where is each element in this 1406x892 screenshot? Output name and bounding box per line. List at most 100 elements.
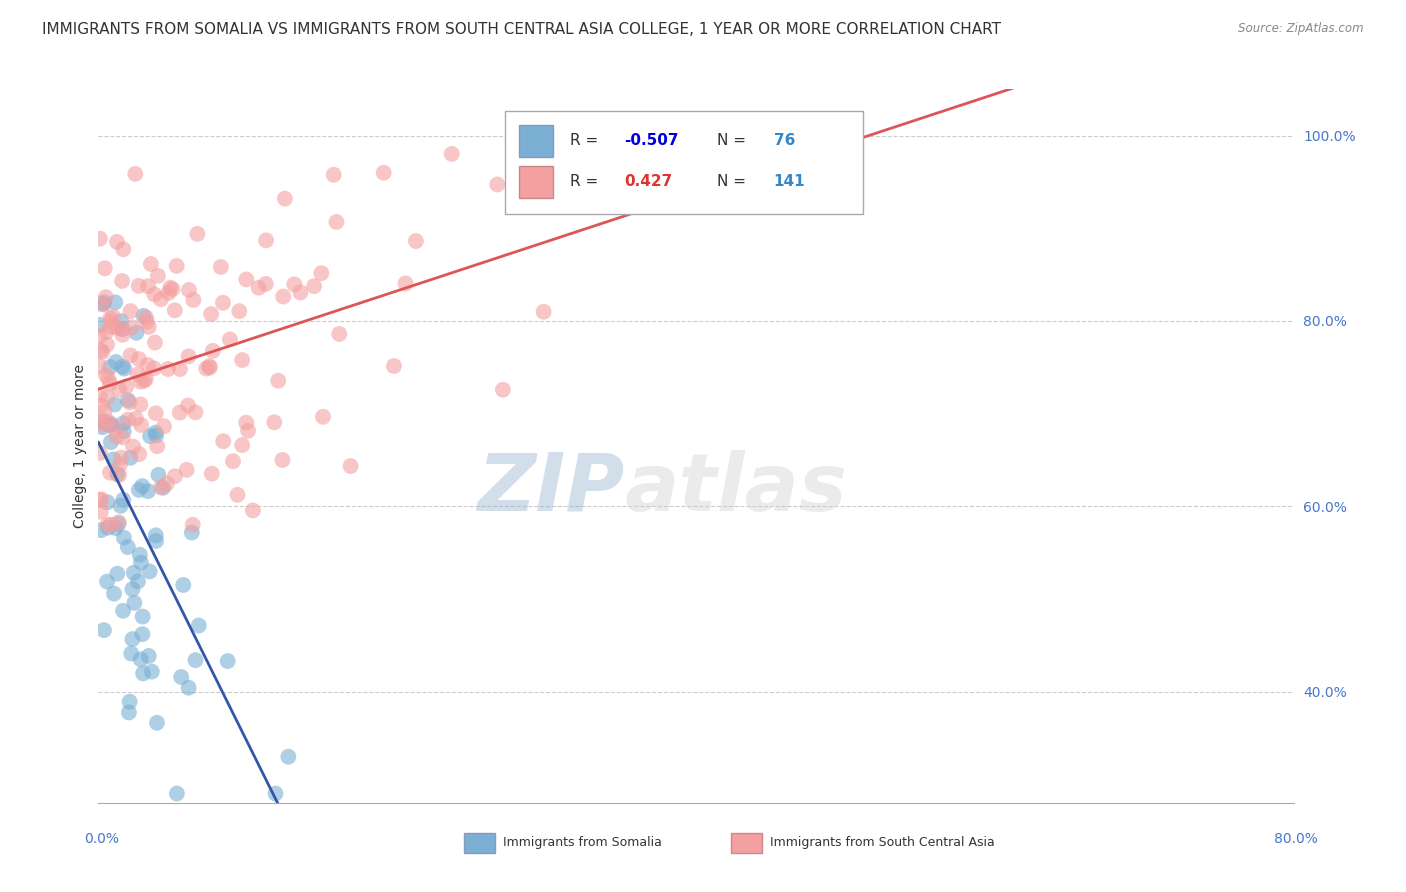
Point	[231, 353, 253, 368]
Point	[89, 359, 111, 374]
Point	[129, 652, 152, 666]
Text: 0.0%: 0.0%	[84, 832, 118, 846]
Point	[117, 393, 139, 408]
Point	[148, 467, 170, 482]
Point	[100, 315, 122, 329]
Point	[118, 695, 141, 709]
Point	[128, 483, 150, 497]
Point	[89, 232, 111, 246]
Point	[124, 596, 146, 610]
Point	[177, 681, 200, 695]
Point	[117, 413, 139, 427]
Y-axis label: College, 1 year or more: College, 1 year or more	[73, 364, 87, 528]
Point	[149, 292, 172, 306]
Point	[100, 417, 122, 432]
Point	[90, 492, 112, 507]
Point	[111, 274, 134, 288]
Point	[107, 321, 129, 335]
Text: Immigrants from Somalia: Immigrants from Somalia	[503, 837, 662, 849]
Point	[93, 623, 115, 637]
Point	[339, 459, 361, 474]
Point	[96, 325, 118, 339]
Point	[226, 488, 249, 502]
Point	[219, 333, 242, 347]
Point	[236, 424, 259, 438]
Point	[302, 279, 325, 293]
Point	[228, 304, 250, 318]
Point	[136, 484, 159, 499]
Point	[107, 516, 129, 531]
Point	[153, 419, 176, 434]
Point	[146, 715, 169, 730]
Point	[145, 428, 167, 442]
Point	[145, 533, 167, 548]
Point	[149, 480, 172, 494]
Point	[163, 303, 186, 318]
Point	[91, 415, 114, 429]
Point	[131, 479, 153, 493]
Point	[90, 523, 112, 537]
Point	[107, 516, 129, 530]
Point	[90, 343, 112, 358]
Point	[486, 178, 509, 192]
Point	[274, 192, 297, 206]
Point	[93, 404, 115, 418]
Point	[103, 587, 125, 601]
Point	[108, 468, 131, 483]
Point	[105, 235, 128, 249]
Point	[110, 450, 132, 465]
Point	[112, 604, 135, 618]
Point	[254, 277, 277, 291]
Point	[217, 654, 239, 668]
Point	[128, 548, 150, 562]
Text: ZIP: ZIP	[477, 450, 624, 528]
Point	[111, 327, 134, 342]
Bar	[519, 125, 553, 157]
Point	[156, 476, 179, 491]
Point	[405, 234, 427, 248]
Text: 80.0%: 80.0%	[1274, 832, 1319, 846]
Point	[145, 528, 167, 542]
Point	[235, 272, 257, 286]
Point	[120, 348, 142, 362]
Point	[132, 309, 155, 323]
Point	[143, 335, 166, 350]
Point	[141, 665, 163, 679]
Text: Immigrants from South Central Asia: Immigrants from South Central Asia	[770, 837, 995, 849]
Point	[212, 434, 235, 449]
Point	[186, 227, 208, 241]
Point	[328, 326, 350, 341]
Point	[98, 359, 121, 374]
Point	[177, 349, 200, 363]
Point	[91, 297, 114, 311]
Point	[143, 287, 166, 301]
Text: Source: ZipAtlas.com: Source: ZipAtlas.com	[1239, 22, 1364, 36]
Point	[100, 435, 122, 450]
Point	[108, 458, 131, 472]
Text: R =: R =	[571, 175, 599, 189]
Point	[108, 382, 131, 396]
Point	[112, 242, 135, 256]
Bar	[519, 166, 553, 198]
Point	[128, 447, 150, 461]
Text: N =: N =	[717, 133, 747, 148]
Point	[271, 289, 294, 303]
Point	[129, 417, 152, 432]
Point	[143, 361, 166, 376]
Point	[312, 409, 335, 424]
Point	[91, 344, 114, 359]
Point	[311, 266, 333, 280]
Point	[117, 540, 139, 554]
Point	[131, 627, 153, 641]
Point	[136, 279, 159, 293]
Point	[97, 415, 120, 429]
Point	[89, 329, 111, 343]
Point	[90, 399, 112, 413]
Point	[195, 361, 218, 376]
Point	[247, 281, 270, 295]
Point	[159, 281, 181, 295]
Point	[200, 307, 222, 321]
Point	[263, 415, 285, 429]
Point	[94, 290, 117, 304]
Point	[97, 521, 120, 535]
